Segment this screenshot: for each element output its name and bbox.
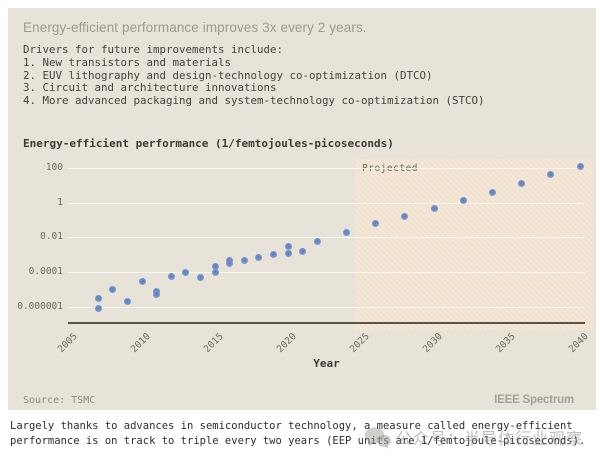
- x-tick-label: 2020: [274, 331, 299, 355]
- driver-item-4: 4. More advanced packaging and system-te…: [23, 94, 485, 108]
- drivers-list: Drivers for future improvements include:…: [23, 43, 485, 108]
- data-point: [94, 295, 102, 303]
- data-point: [459, 196, 467, 204]
- data-point: [401, 213, 409, 221]
- x-tick-label: 2040: [566, 331, 591, 355]
- data-point: [269, 250, 277, 258]
- driver-item-3: 3. Circuit and architecture innovations: [23, 81, 277, 95]
- data-point: [182, 268, 190, 276]
- data-point: [299, 247, 307, 255]
- data-point: [488, 188, 496, 196]
- y-gridline: [68, 168, 585, 169]
- data-point: [240, 256, 248, 264]
- caption-line-1: Largely thanks to advances in semiconduc…: [10, 420, 573, 432]
- data-point: [153, 291, 161, 299]
- projected-region: Projected: [355, 159, 593, 330]
- y-gridline: [68, 307, 585, 308]
- driver-item-1: 1. New transistors and materials: [23, 55, 232, 69]
- data-point: [94, 305, 102, 313]
- y-tick-label: 100: [45, 162, 63, 173]
- y-gridline: [68, 237, 585, 238]
- caption-line-2: performance is on track to triple every …: [10, 435, 586, 447]
- data-point: [138, 277, 146, 285]
- y-tick-label: 0.000001: [17, 301, 63, 312]
- y-gridline: [68, 203, 585, 204]
- x-tick-label: 2010: [128, 331, 153, 355]
- x-tick-label: 2005: [55, 331, 80, 355]
- data-point: [547, 170, 555, 178]
- data-point: [284, 242, 292, 250]
- data-point: [226, 256, 234, 264]
- source-credit: Source: TSMC: [23, 395, 96, 406]
- caption: Largely thanks to advances in semiconduc…: [10, 419, 585, 449]
- x-tick-label: 2030: [420, 331, 445, 355]
- x-tick-label: 2015: [201, 331, 226, 355]
- y-gridline: [68, 272, 585, 273]
- data-point: [342, 229, 350, 237]
- x-tick-label: 2025: [347, 331, 372, 355]
- data-point: [153, 287, 161, 295]
- data-point: [109, 286, 117, 294]
- data-point: [576, 163, 584, 171]
- chart-card: Energy-efficient performance improves 3x…: [8, 8, 596, 410]
- x-tick-label: 2035: [493, 331, 518, 355]
- y-tick-label: 1: [57, 197, 63, 208]
- y-axis-title: Energy-efficient performance (1/femtojou…: [23, 137, 394, 150]
- data-point: [211, 268, 219, 276]
- y-tick-label: 0.0001: [28, 266, 63, 277]
- data-point: [372, 220, 380, 228]
- data-point: [167, 272, 175, 280]
- data-point: [211, 263, 219, 271]
- data-point: [123, 298, 131, 306]
- data-point: [196, 273, 204, 281]
- ieee-spectrum-logo: IEEE Spectrum: [494, 394, 574, 406]
- data-point: [255, 253, 263, 261]
- x-axis-label: Year: [313, 357, 340, 370]
- data-point: [518, 179, 526, 187]
- x-axis-line: [68, 322, 585, 324]
- chart-headline: Energy-efficient performance improves 3x…: [23, 20, 367, 35]
- y-tick-label: 0.01: [40, 231, 63, 242]
- drivers-heading: Drivers for future improvements include:: [23, 43, 284, 56]
- driver-item-2: 2. EUV lithography and design-technology…: [23, 68, 433, 82]
- data-point: [430, 205, 438, 213]
- data-point: [226, 260, 234, 268]
- data-point: [284, 249, 292, 257]
- data-point: [313, 237, 321, 245]
